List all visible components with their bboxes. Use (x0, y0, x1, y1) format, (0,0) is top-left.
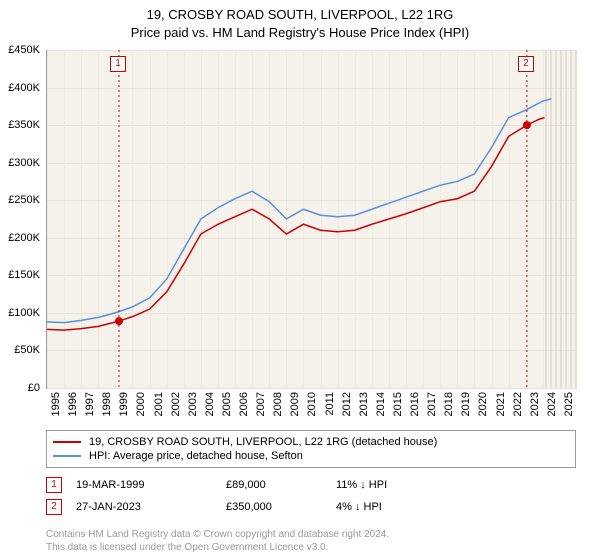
xtick-label: 2004 (204, 392, 216, 416)
xtick-label: 2023 (529, 392, 541, 416)
xtick-label: 2000 (135, 392, 147, 416)
sale-marker-badge: 2 (518, 56, 534, 72)
title-block: 19, CROSBY ROAD SOUTH, LIVERPOOL, L22 1R… (0, 0, 600, 42)
xtick-label: 2014 (375, 392, 387, 416)
xtick-label: 2001 (153, 392, 165, 416)
xtick-label: 2019 (460, 392, 472, 416)
xtick-label: 2016 (409, 392, 421, 416)
xtick-label: 2020 (477, 392, 489, 416)
xtick-label: 2008 (272, 392, 284, 416)
sales-row-date: 27-JAN-2023 (62, 501, 226, 513)
xtick-label: 2010 (306, 392, 318, 416)
legend-label: HPI: Average price, detached house, Seft… (89, 450, 303, 462)
sales-row: 227-JAN-2023£350,0004% ↓ HPI (46, 496, 576, 518)
footer-line2: This data is licensed under the Open Gov… (46, 541, 389, 554)
xtick-label: 2003 (187, 392, 199, 416)
legend-swatch (53, 441, 81, 443)
ytick-label: £300K (0, 157, 40, 169)
xtick-label: 2017 (426, 392, 438, 416)
xtick-label: 2025 (563, 392, 575, 416)
sales-row-diff: 11% ↓ HPI (336, 479, 436, 491)
sales-row-diff: 4% ↓ HPI (336, 501, 436, 513)
ytick-label: £400K (0, 82, 40, 94)
xtick-label: 1999 (118, 392, 130, 416)
ytick-label: £350K (0, 119, 40, 131)
title-line2: Price paid vs. HM Land Registry's House … (0, 24, 600, 42)
sales-row-date: 19-MAR-1999 (62, 479, 226, 491)
footer-line1: Contains HM Land Registry data © Crown c… (46, 528, 389, 541)
title-line1: 19, CROSBY ROAD SOUTH, LIVERPOOL, L22 1R… (0, 6, 600, 24)
xtick-label: 2018 (443, 392, 455, 416)
sales-row-price: £350,000 (226, 501, 336, 513)
sales-row: 119-MAR-1999£89,00011% ↓ HPI (46, 474, 576, 496)
xtick-label: 2021 (495, 392, 507, 416)
sales-row-price: £89,000 (226, 479, 336, 491)
plot-svg (47, 50, 577, 388)
xtick-label: 2013 (358, 392, 370, 416)
sale-marker-badge: 1 (110, 56, 126, 72)
xtick-label: 2022 (512, 392, 524, 416)
xtick-label: 1996 (67, 392, 79, 416)
xtick-label: 2006 (238, 392, 250, 416)
sales-row-badge: 1 (46, 477, 62, 493)
sales-row-badge: 2 (46, 499, 62, 515)
ytick-label: £50K (0, 344, 40, 356)
sales-table: 119-MAR-1999£89,00011% ↓ HPI227-JAN-2023… (46, 474, 576, 518)
ytick-label: £250K (0, 194, 40, 206)
xtick-label: 2002 (170, 392, 182, 416)
sale-marker-dot (523, 121, 531, 129)
legend: 19, CROSBY ROAD SOUTH, LIVERPOOL, L22 1R… (46, 430, 576, 468)
plot-area (46, 50, 577, 389)
xtick-label: 1997 (84, 392, 96, 416)
xtick-label: 2015 (392, 392, 404, 416)
xtick-label: 2011 (324, 392, 336, 416)
legend-swatch (53, 455, 81, 457)
xtick-label: 2005 (221, 392, 233, 416)
xtick-label: 2007 (255, 392, 267, 416)
xtick-label: 2009 (289, 392, 301, 416)
ytick-label: £450K (0, 44, 40, 56)
series-hpi (47, 99, 551, 323)
legend-row: 19, CROSBY ROAD SOUTH, LIVERPOOL, L22 1R… (53, 435, 569, 449)
footer-note: Contains HM Land Registry data © Crown c… (46, 528, 389, 554)
ytick-label: £0 (0, 382, 40, 394)
ytick-label: £150K (0, 269, 40, 281)
chart-container: 19, CROSBY ROAD SOUTH, LIVERPOOL, L22 1R… (0, 0, 600, 560)
xtick-label: 1998 (101, 392, 113, 416)
xtick-label: 2024 (546, 392, 558, 416)
legend-label: 19, CROSBY ROAD SOUTH, LIVERPOOL, L22 1R… (89, 436, 437, 448)
sale-marker-dot (115, 317, 123, 325)
xtick-label: 1995 (50, 392, 62, 416)
xtick-label: 2012 (341, 392, 353, 416)
legend-row: HPI: Average price, detached house, Seft… (53, 449, 569, 463)
ytick-label: £200K (0, 232, 40, 244)
series-price_paid (47, 118, 545, 331)
ytick-label: £100K (0, 307, 40, 319)
